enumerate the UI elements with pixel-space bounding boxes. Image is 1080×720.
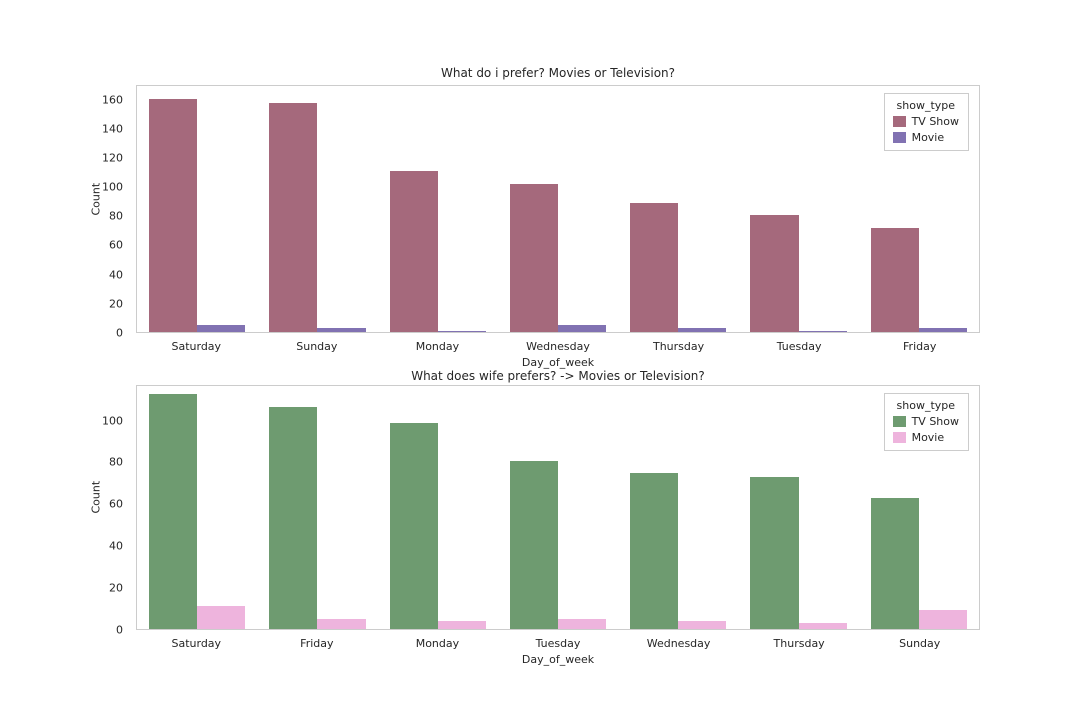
bar-tv-show-monday xyxy=(389,423,438,629)
bar-movie-monday xyxy=(437,620,486,629)
legend-label: TV Show xyxy=(911,115,959,128)
x-tick-label: Sunday xyxy=(296,340,338,353)
legend-title: show_type xyxy=(896,399,956,412)
bar-movie-thursday xyxy=(798,622,847,629)
legend-entry-movie: Movie xyxy=(892,131,959,144)
legend-swatch-movie xyxy=(892,432,906,443)
x-tick-label: Friday xyxy=(300,637,334,650)
x-axis-label: Day_of_week xyxy=(521,356,595,369)
plot-area: show_type TV Show Movie xyxy=(136,85,980,333)
bar-movie-sunday xyxy=(918,610,967,629)
chart-title: What does wife prefers? -> Movies or Tel… xyxy=(411,369,705,383)
bar-movie-wednesday xyxy=(678,620,727,629)
bar-tv-show-sunday xyxy=(870,498,919,629)
bar-movie-saturday xyxy=(197,606,246,629)
legend-swatch-tv-show xyxy=(892,116,906,127)
x-tick-label: Monday xyxy=(415,637,460,650)
bar-movie-friday xyxy=(918,327,967,332)
x-tick-label: Wednesday xyxy=(526,340,590,353)
legend-label: Movie xyxy=(911,131,945,144)
bar-tv-show-friday xyxy=(870,227,919,332)
legend-label: Movie xyxy=(911,431,945,444)
x-tick-label: Sunday xyxy=(899,637,941,650)
bar-movie-thursday xyxy=(678,327,727,332)
x-tick-label: Friday xyxy=(903,340,937,353)
y-tick-label: 160 xyxy=(102,93,123,107)
y-axis-ticks: 0 20 40 60 80 100 120 140 160 xyxy=(0,85,130,339)
x-tick-label: Saturday xyxy=(171,637,222,650)
legend-title: show_type xyxy=(896,99,956,112)
x-tick-label: Monday xyxy=(415,340,460,353)
x-tick-label: Thursday xyxy=(652,340,705,353)
chart-my-preference: What do i prefer? Movies or Television? … xyxy=(0,60,1080,375)
bar-tv-show-monday xyxy=(389,171,438,332)
x-axis-ticks: Saturday Sunday Monday Wednesday Thursday Tue… xyxy=(136,340,980,356)
x-tick-label: Tuesday xyxy=(535,637,581,650)
bar-tv-show-saturday xyxy=(149,394,198,629)
x-tick-label: Thursday xyxy=(773,637,825,650)
legend-label: TV Show xyxy=(911,415,959,428)
bar-tv-show-saturday xyxy=(149,99,198,332)
y-tick-label: 60 xyxy=(109,238,123,252)
chart-title: What do i prefer? Movies or Television? xyxy=(440,66,676,80)
y-tick-label: 40 xyxy=(109,539,123,553)
bar-tv-show-wednesday xyxy=(509,184,558,332)
bar-tv-show-wednesday xyxy=(630,473,679,629)
y-tick-label: 20 xyxy=(109,581,123,595)
legend-entry-tv-show: TV Show xyxy=(892,415,959,428)
bar-movie-monday xyxy=(437,330,486,332)
y-tick-label: 100 xyxy=(102,180,123,194)
legend-entry-tv-show: TV Show xyxy=(892,115,959,128)
y-tick-label: 120 xyxy=(102,151,123,165)
bar-tv-show-tuesday xyxy=(750,214,799,332)
plot-area: show_type TV Show Movie xyxy=(136,385,980,630)
y-tick-label: 0 xyxy=(116,623,123,637)
x-axis-label: Day_of_week xyxy=(521,653,595,666)
chart-wife-preference: What does wife prefers? -> Movies or Tel… xyxy=(0,360,1080,680)
bar-tv-show-thursday xyxy=(630,203,679,332)
y-tick-label: 140 xyxy=(102,122,123,136)
y-tick-label: 60 xyxy=(109,497,123,511)
y-tick-label: 40 xyxy=(109,268,123,282)
y-axis-ticks: 0 20 40 60 80 100 xyxy=(0,385,130,636)
x-axis-ticks: Saturday Friday Monday Tuesday Wednesday Thur… xyxy=(136,637,980,653)
bar-movie-sunday xyxy=(317,327,366,332)
x-tick-label: Wednesday xyxy=(646,637,711,650)
y-tick-label: 80 xyxy=(109,209,123,223)
legend: show_type TV Show Movie xyxy=(883,93,969,151)
legend-entry-movie: Movie xyxy=(892,431,959,444)
bar-tv-show-friday xyxy=(269,406,318,629)
legend: show_type TV Show Movie xyxy=(883,393,969,451)
bar-movie-tuesday xyxy=(558,618,607,629)
y-tick-label: 0 xyxy=(116,326,123,340)
legend-swatch-movie xyxy=(892,132,906,143)
x-tick-label: Tuesday xyxy=(776,340,822,353)
y-tick-label: 80 xyxy=(109,455,123,469)
legend-swatch-tv-show xyxy=(892,416,906,427)
x-tick-label: Saturday xyxy=(171,340,222,353)
bar-tv-show-thursday xyxy=(750,477,799,629)
bar-movie-saturday xyxy=(197,324,246,332)
bar-movie-friday xyxy=(317,618,366,629)
y-tick-label: 20 xyxy=(109,297,123,311)
y-tick-label: 100 xyxy=(102,414,123,428)
bar-movie-wednesday xyxy=(558,324,607,332)
bar-tv-show-tuesday xyxy=(509,460,558,629)
bar-movie-tuesday xyxy=(798,330,847,332)
bar-tv-show-sunday xyxy=(269,103,318,332)
